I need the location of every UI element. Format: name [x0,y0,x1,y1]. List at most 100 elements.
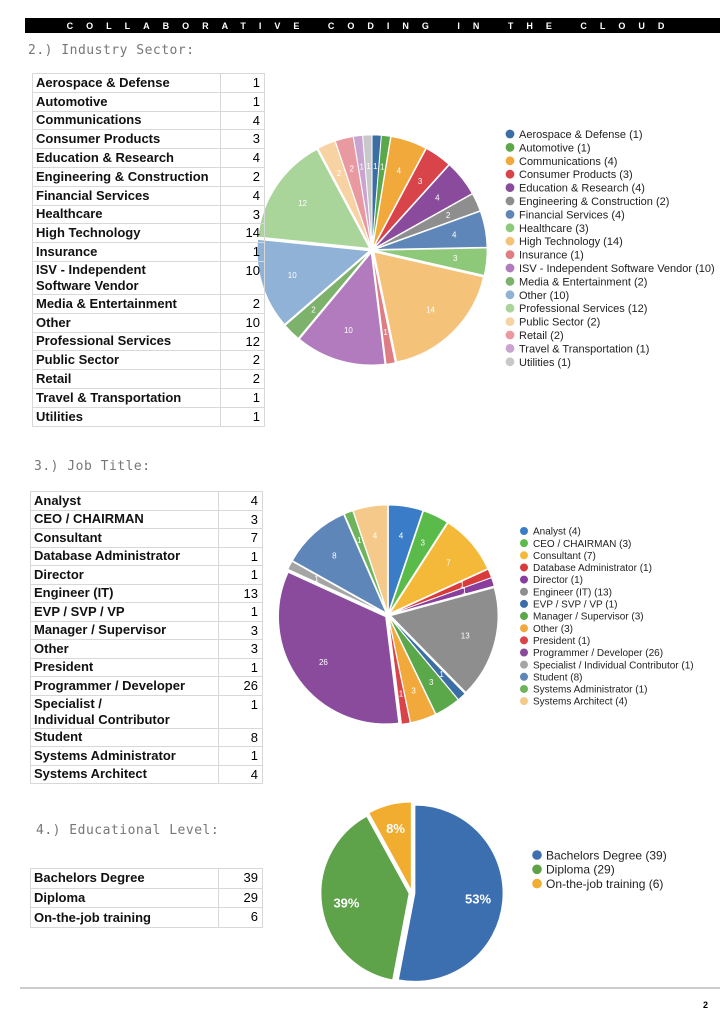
slice-label: 1 [399,690,404,699]
table-row: Programmer / Developer 26 [30,677,263,696]
legend-label: CEO / CHAIRMAN (3) [533,539,631,550]
row-value: 10 [220,261,264,294]
legend-label: Public Sector (2) [519,317,600,329]
slice-label: 1 [380,163,385,172]
row-label: Professional Services [36,333,172,349]
row-label: Communications [36,112,142,128]
legend-label: Travel & Transportation (1) [519,343,649,355]
legend-swatch [505,277,515,286]
table-row: Other 3 [30,640,263,659]
pie-slice [373,251,484,363]
data-table: Bachelors Degree 39 Diploma 29 On-the-job tr… [30,868,263,929]
row-value: 1 [220,92,264,111]
legend-label: Diploma (29) [546,863,615,877]
legend-label: Systems Administrator (1) [533,685,647,696]
row-value: 13 [218,584,262,602]
row-value: 1 [218,658,262,676]
row-label: Student [34,729,83,745]
row-label: Other [34,640,69,656]
legend-label: ISV - Independent Software Vendor (10) [519,263,715,275]
pie-slice [362,134,373,248]
legend-swatch [520,539,528,548]
slice-label: 12 [298,199,307,208]
pie-slice [374,164,473,249]
row-label: Analyst [34,492,81,508]
row-label: Specialist / Individual Contributor [34,695,170,727]
table-row: High Technology 14 [32,224,265,244]
slice-label: 4 [452,230,457,239]
legend-label: Media & Entertainment (2) [519,276,647,288]
row-value: 4 [220,186,264,205]
legend-swatch [520,551,528,560]
slice-label: 2 [350,165,355,174]
row-label: Travel & Transportation [36,389,182,405]
legend-swatch [520,563,528,572]
row-label: Healthcare [36,206,103,222]
legend-swatch [520,660,528,669]
row-value: 1 [220,388,264,407]
row-value: 1 [218,695,262,728]
row-label: Media & Entertainment [36,295,177,311]
legend-swatch [520,672,528,681]
table-row: Aerospace & Defense 1 [32,74,265,93]
slice-label: 1 [373,162,378,171]
row-value: 1 [220,243,264,261]
pie-slice [278,571,400,725]
row-label: President [34,659,94,675]
table-row: Analyst 4 [30,492,263,511]
slice-label: 2 [337,169,342,178]
table-row: President 1 [30,658,263,677]
slice-label: 39% [333,896,359,911]
row-value: 3 [218,621,262,639]
legend-label: Engineering & Construction (2) [519,196,669,208]
legend-swatch [520,527,528,535]
legend-label: Systems Architect (4) [533,697,627,708]
legend-label: Programmer / Developer (26) [533,648,663,659]
slice-label: 1 [462,587,467,596]
table-row: Retail 2 [32,370,265,389]
row-value: 3 [220,205,264,224]
legend-label: Student (8) [533,672,582,683]
legend-swatch [520,697,528,706]
table-row: Travel & Transportation 1 [32,388,265,408]
row-value: 2 [220,167,264,186]
row-value: 4 [218,765,262,783]
table-row: Other 10 [32,313,265,333]
legend-swatch [520,648,528,657]
row-value: 6 [218,908,262,928]
slice-label: 1 [460,580,465,589]
legend-swatch [505,169,515,179]
slice-label: 3 [429,678,434,687]
row-label: Director [34,566,84,582]
table-row: Education & Research 4 [32,149,265,168]
legend-swatch [505,236,515,246]
table-row: Engineering & Construction 2 [32,167,265,187]
slice-label: 3 [411,686,416,695]
legend-label: High Technology (14) [519,236,623,248]
legend-label: Analyst (4) [533,527,581,538]
row-value: 1 [218,547,262,565]
legend-label: Financial Services (4) [519,209,625,221]
row-label: Retail [36,371,72,387]
legend-swatch [532,878,542,889]
legend-swatch [520,587,528,596]
legend-swatch [532,850,542,860]
legend-swatch [505,317,515,326]
pie-slice [372,136,427,248]
row-value: 8 [218,728,262,746]
slice-label: 4 [373,532,378,541]
pie-slice [389,617,459,715]
legend-label: Consumer Products (3) [519,169,633,181]
row-label: Manager / Supervisor [34,622,167,638]
table-row: Professional Services 12 [32,332,265,352]
pie-slice [388,510,448,613]
table-row: Consultant 7 [30,529,263,548]
slice-label: 1 [314,574,319,583]
table-row: Engineer (IT) 13 [30,584,263,603]
row-value: 2 [220,351,264,370]
slice-label: 3 [453,254,458,263]
row-label: Insurance [36,244,98,260]
table-row: Specialist / Individual Contributor 1 [30,695,263,729]
row-label: Consumer Products [36,131,161,147]
row-label: Database Administrator [34,548,181,564]
